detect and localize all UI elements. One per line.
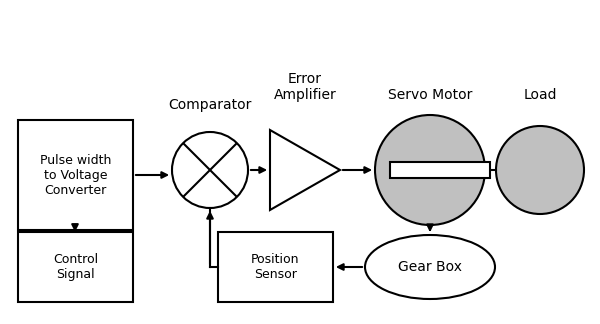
Text: Error
Amplifier: Error Amplifier <box>274 72 337 102</box>
Bar <box>18 232 133 302</box>
Circle shape <box>375 115 485 225</box>
Text: Gear Box: Gear Box <box>398 260 462 274</box>
Text: Pulse width
to Voltage
Converter: Pulse width to Voltage Converter <box>40 154 111 196</box>
Bar <box>18 120 133 230</box>
Text: Comparator: Comparator <box>169 98 251 112</box>
Text: Load: Load <box>523 88 557 102</box>
Circle shape <box>496 126 584 214</box>
Bar <box>390 162 490 178</box>
Text: Control
Signal: Control Signal <box>53 253 98 281</box>
Text: Servo Motor: Servo Motor <box>388 88 472 102</box>
Text: Position
Sensor: Position Sensor <box>251 253 300 281</box>
Bar <box>218 232 333 302</box>
